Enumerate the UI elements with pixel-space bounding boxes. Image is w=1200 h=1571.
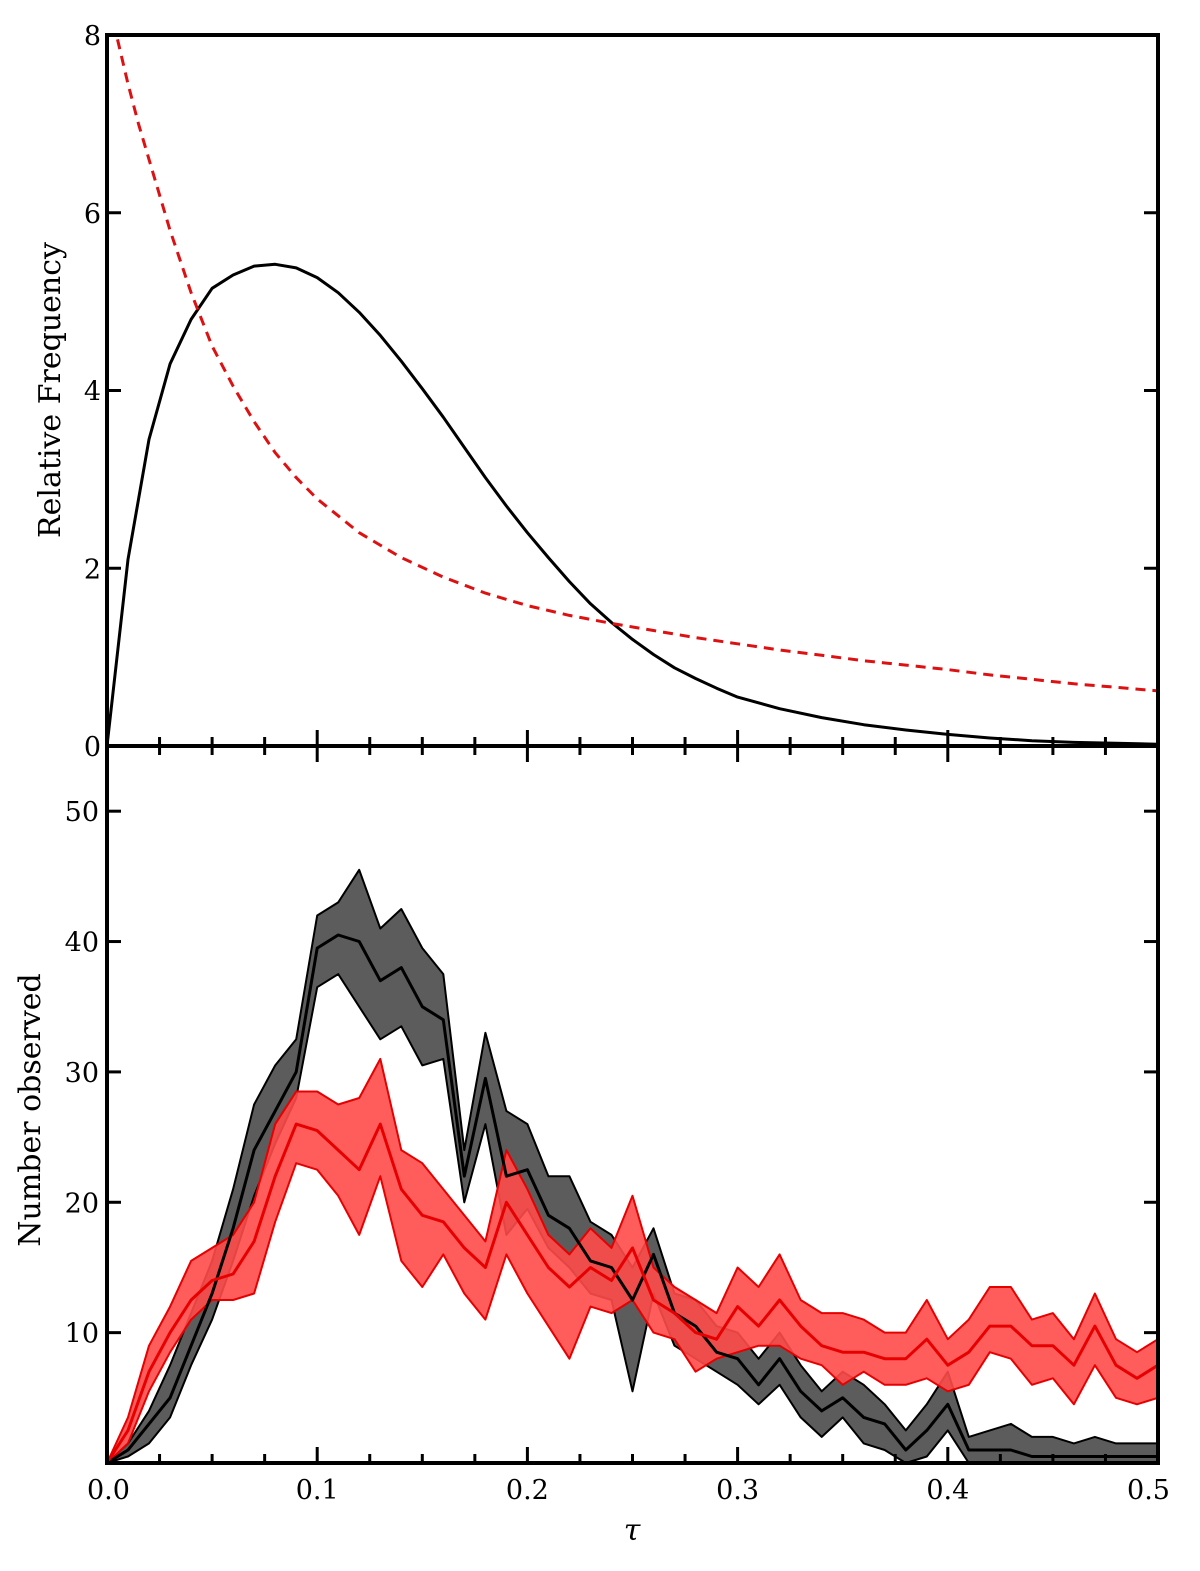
x-tick-label: 0.1	[296, 1475, 339, 1506]
x-tick-label: 0.4	[926, 1475, 969, 1506]
top-curves	[105, 39, 1160, 748]
top-y-tick-label: 0	[84, 732, 101, 763]
top-series-line-1	[116, 39, 1159, 693]
top-y-tick-label: 8	[84, 21, 101, 52]
top-y-tick-label: 2	[84, 554, 101, 585]
bottom-y-tick-label: 10	[65, 1319, 99, 1350]
x-tick-label: 0.5	[1127, 1475, 1170, 1506]
bottom-bands	[105, 868, 1159, 1465]
bottom-y-tick-label: 50	[65, 797, 99, 828]
bottom-y-tick-label: 20	[65, 1188, 99, 1219]
top-y-tick-label: 4	[84, 377, 101, 408]
bottom-panel: 10 20 30 40 50 0.0 0.1 0.2 0.3 0.4 0.5 Number obse…	[13, 744, 1170, 1548]
top-ticks: 0 2 4 6 8	[84, 21, 1160, 763]
bottom-y-tick-label: 30	[65, 1058, 99, 1089]
bottom-y-axis-label: Number observed	[13, 973, 48, 1247]
x-tick-label: 0.2	[506, 1475, 549, 1506]
top-series-line-0	[105, 262, 1160, 748]
bottom-panel-frame	[105, 744, 1160, 1465]
bottom-median-line-0	[106, 933, 1158, 1465]
x-tick-label: 0.3	[716, 1475, 759, 1506]
x-tick-label: 0.0	[87, 1475, 130, 1506]
bottom-y-tick-label: 40	[65, 928, 99, 959]
bottom-ticks: 10 20 30 40 50 0.0 0.1 0.2 0.3 0.4 0.5	[65, 746, 1170, 1506]
top-y-axis-label: Relative Frequency	[33, 242, 68, 538]
x-axis-label: τ	[624, 1513, 641, 1548]
bottom-median-line-1	[105, 1122, 1159, 1464]
top-panel: 0 2 4 6 8 Relative Frequency	[33, 21, 1160, 763]
top-y-tick-label: 6	[84, 199, 101, 230]
